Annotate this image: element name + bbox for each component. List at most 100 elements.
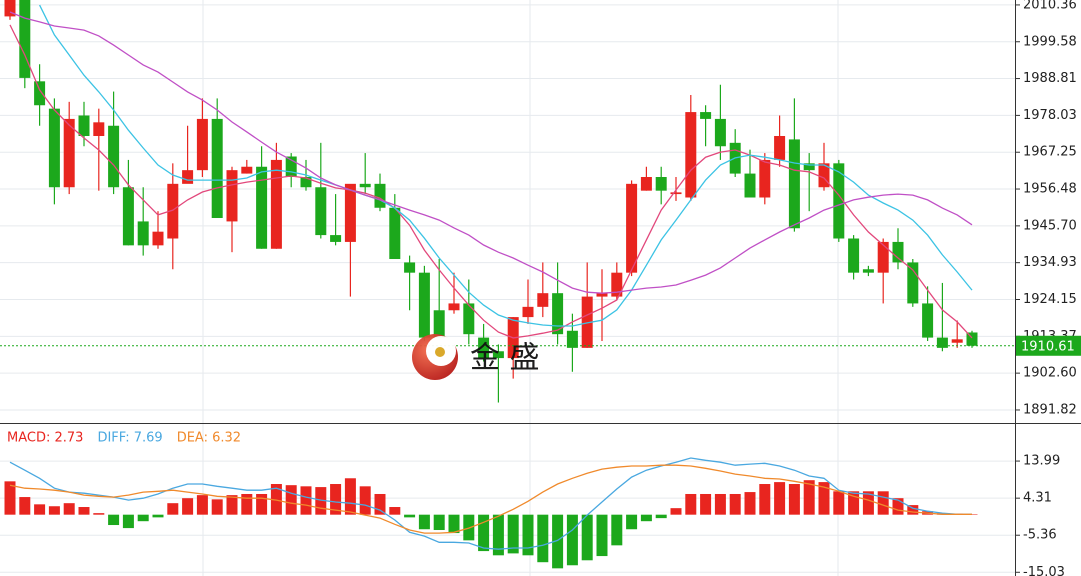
macd-bar — [256, 493, 268, 515]
ma-line — [9, 11, 973, 294]
macd-bar — [907, 505, 919, 515]
y-tick-label: 1956.48 — [1023, 182, 1077, 197]
candle-body — [700, 112, 712, 119]
macd-bar — [330, 484, 342, 515]
macd-bar — [63, 503, 75, 515]
candle-body — [359, 183, 371, 188]
candle-body — [537, 293, 549, 307]
candle-body — [433, 310, 445, 338]
candle-body — [418, 272, 430, 338]
candle-body — [685, 112, 697, 198]
candle-body — [448, 303, 460, 311]
candle-body — [596, 293, 608, 297]
candle-body — [640, 177, 652, 191]
candle-body — [892, 241, 904, 263]
macd-bar — [611, 514, 623, 546]
macd-bar — [492, 514, 504, 556]
macd-bar — [744, 492, 756, 515]
macd-bar — [892, 498, 904, 515]
macd-bar — [640, 514, 652, 522]
candle-body — [788, 139, 800, 229]
macd-bar — [344, 478, 356, 515]
macd-bar — [315, 487, 327, 515]
candle-body — [774, 135, 786, 160]
candle-body — [389, 207, 401, 260]
macd-bar — [478, 514, 490, 552]
candle-body — [78, 115, 90, 136]
y-tick-label: 1967.25 — [1023, 145, 1077, 160]
macd-bar — [359, 486, 371, 515]
candle-body — [226, 170, 238, 222]
ma-line — [9, 24, 973, 339]
watermark-text: 金 盛 — [470, 341, 540, 376]
price-panel — [0, 0, 1015, 411]
candle-body — [374, 183, 386, 208]
candle-body — [300, 177, 312, 188]
y-tick-label: -15.03 — [1023, 565, 1065, 576]
macd-bar — [34, 504, 46, 515]
macd-bar — [433, 514, 445, 531]
candle-body — [270, 159, 282, 249]
macd-bar — [448, 514, 460, 534]
macd-bar — [537, 514, 549, 563]
y-tick-label: 1999.58 — [1023, 34, 1077, 49]
candle-body — [877, 241, 889, 273]
macd-bar — [211, 499, 223, 515]
candle-body — [655, 177, 667, 191]
candle-body — [152, 231, 164, 246]
ma-line — [9, 457, 972, 550]
candle-body — [344, 183, 356, 242]
indicator-label: DIFF: 7.69 — [97, 431, 162, 446]
candle-body — [670, 192, 682, 195]
macd-bar — [137, 514, 149, 522]
macd-bar — [167, 503, 179, 515]
y-tick-label: 1988.81 — [1023, 71, 1077, 86]
y-tick-label: -5.36 — [1023, 528, 1057, 543]
candle-body — [833, 163, 845, 239]
candle-body — [803, 163, 815, 171]
macd-bar — [152, 514, 164, 518]
macd-bar — [788, 484, 800, 515]
candle-body — [522, 306, 534, 318]
macd-bar — [833, 491, 845, 515]
candle-body — [4, 0, 16, 17]
y-tick-label: 1902.60 — [1023, 366, 1077, 381]
macd-bar — [108, 514, 120, 526]
candle-body — [167, 183, 179, 239]
macd-bar — [374, 493, 386, 515]
macd-bar — [522, 514, 534, 556]
candle-body — [714, 118, 726, 147]
candle-body — [256, 166, 268, 249]
macd-bar — [877, 491, 889, 515]
macd-bar — [566, 514, 578, 566]
ma-line — [39, 4, 973, 327]
macd-bar — [774, 482, 786, 515]
candle-body — [744, 173, 756, 198]
candle-body — [122, 187, 134, 246]
macd-bar — [300, 486, 312, 515]
candle-body — [241, 166, 253, 174]
candle-body — [196, 118, 208, 171]
y-tick-label: 2010.36 — [1023, 0, 1077, 12]
candle-body — [611, 272, 623, 297]
candle-body — [404, 262, 416, 273]
candle-body — [759, 159, 771, 198]
macd-bar — [389, 507, 401, 515]
macd-bar — [685, 493, 697, 515]
candle-body — [285, 156, 297, 178]
y-tick-label: 4.31 — [1023, 491, 1052, 506]
macd-bar — [581, 514, 593, 561]
candle-body — [182, 170, 194, 184]
candle-body — [108, 125, 120, 188]
macd-bar — [182, 498, 194, 515]
y-tick-label: 13.99 — [1023, 454, 1060, 469]
indicator-label: MACD: 2.73 — [7, 431, 83, 446]
macd-bar — [818, 482, 830, 515]
macd-bar — [122, 514, 134, 529]
candle-body — [936, 337, 948, 348]
candle-body — [566, 330, 578, 348]
macd-bar — [803, 480, 815, 515]
last-price-box — [1016, 335, 1081, 356]
